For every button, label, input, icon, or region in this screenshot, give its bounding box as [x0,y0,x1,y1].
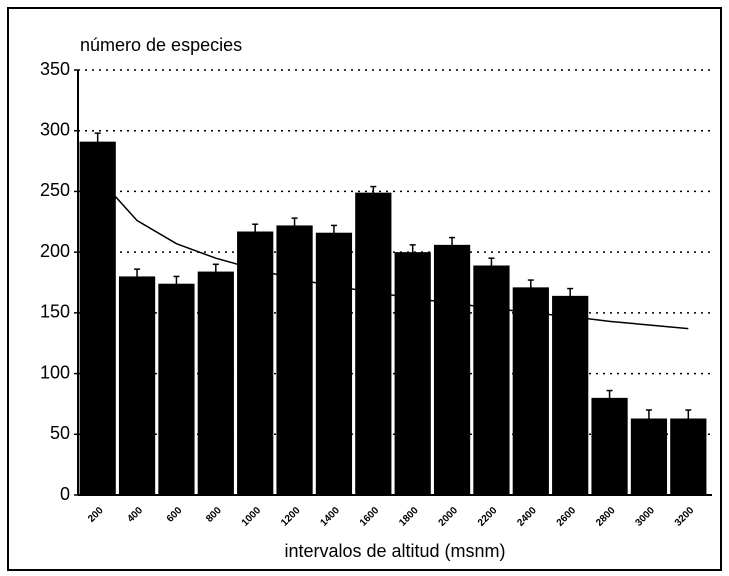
bar [158,283,195,495]
x-tick-label: 400 [125,505,145,525]
bar [433,244,471,495]
x-tick-label: 200 [86,505,106,525]
y-tick-label: 150 [40,302,70,322]
x-tick-label: 1600 [358,505,382,529]
x-tick-label: 3200 [673,505,697,529]
chart-title: número de especies [80,35,242,55]
x-tick-label: 1000 [240,505,264,529]
x-tick-label: 1200 [279,505,303,529]
bar [79,141,116,495]
trend-line [97,176,689,330]
y-tick-label: 300 [40,119,70,139]
bar [552,295,589,495]
x-tick-label: 2600 [555,505,579,529]
bar [630,418,668,495]
bar [197,271,234,495]
bar [591,397,628,495]
bar [670,418,707,495]
bar [355,192,392,495]
bar [512,287,549,495]
frame [7,7,722,571]
y-tick-label: 200 [40,241,70,261]
x-tick-label: 800 [204,505,224,525]
x-tick-label: 1800 [397,505,421,529]
y-tick-label: 50 [50,423,70,443]
y-tick-label: 0 [60,484,70,504]
x-tick-label: 1400 [318,505,342,529]
bar [473,265,510,495]
x-axis-label: intervalos de altitud (msnm) [284,541,505,561]
y-tick-label: 100 [40,362,70,382]
y-tick-label: 250 [40,180,70,200]
bar [118,276,156,495]
x-tick-label: 3000 [633,505,657,529]
x-tick-label: 600 [165,505,185,525]
bar [237,231,274,495]
x-tick-label: 2200 [476,505,500,529]
bar [276,225,313,495]
x-tick-label: 2000 [437,505,461,529]
x-tick-label: 2800 [594,505,618,529]
bar [394,252,431,495]
x-tick-label: 2400 [515,505,539,529]
bar [315,232,353,495]
y-tick-label: 350 [40,59,70,79]
